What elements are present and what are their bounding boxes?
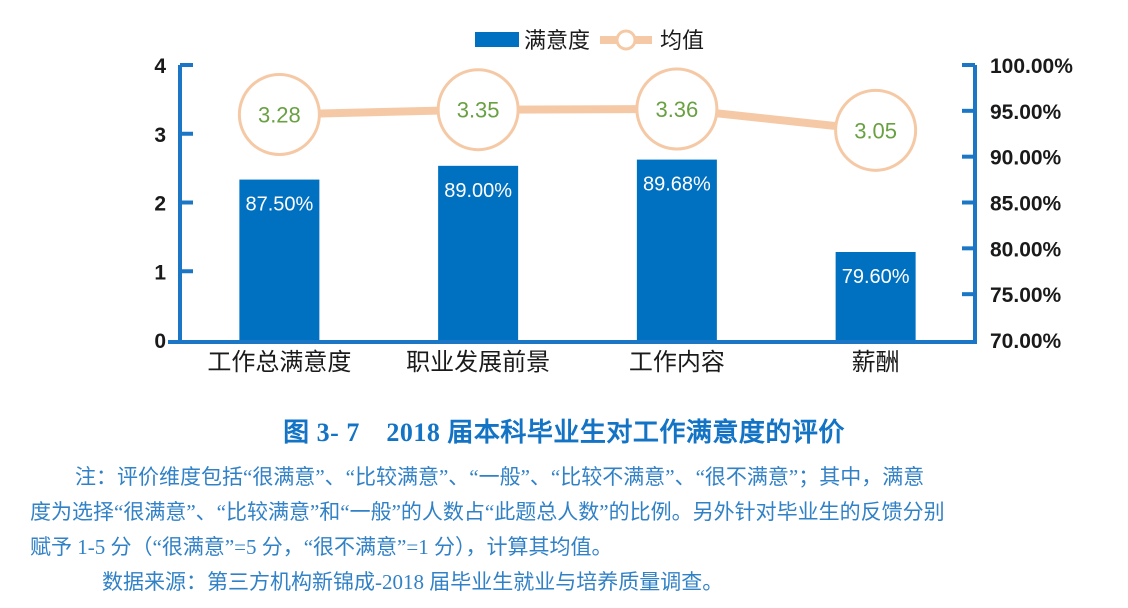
mean-line <box>279 104 877 135</box>
category-label-3: 薪酬 <box>852 349 900 376</box>
note-line-2: 度为选择“很满意”、“比较满意”和“一般”的人数占“此题总人数”的比例。另外针对… <box>30 500 945 524</box>
note-line-1: 注：评价维度包括“很满意”、“比较满意”、“一般”、“比较不满意”、“很不满意”… <box>75 465 925 489</box>
right-axis-tick-label: 100.00% <box>990 55 1073 78</box>
category-label-1: 职业发展前景 <box>406 349 550 376</box>
legend-bar-label: 满意度 <box>524 28 590 53</box>
mean-value-3: 3.05 <box>854 118 897 143</box>
legend-bar-swatch <box>475 32 519 47</box>
figure-notes: 注：评价维度包括“很满意”、“比较满意”、“一般”、“比较不满意”、“很不满意”… <box>30 460 1100 600</box>
bar-label-3: 79.60% <box>842 266 910 288</box>
bar-1 <box>438 165 519 340</box>
left-axis-tick-label: 0 <box>154 330 166 353</box>
bar-2 <box>636 159 717 340</box>
mean-marker-2 <box>635 67 719 151</box>
right-axis-tick-label: 90.00% <box>990 147 1062 170</box>
figure-caption: 图 3- 7 2018 届本科毕业生对工作满意度的评价 <box>283 418 845 447</box>
legend-line-marker-icon <box>615 29 637 51</box>
mean-marker-1 <box>436 68 520 152</box>
left-axis-tick-label: 1 <box>154 261 166 284</box>
bar-label-1: 89.00% <box>444 180 512 202</box>
right-axis-tick-label: 95.00% <box>990 101 1062 124</box>
right-axis-tick-label: 75.00% <box>990 284 1062 307</box>
left-axis-tick-label: 3 <box>154 124 166 147</box>
mean-marker-3 <box>834 88 918 172</box>
mean-value-2: 3.36 <box>655 97 698 122</box>
right-axis-tick-label: 70.00% <box>990 330 1062 353</box>
bar-label-2: 89.68% <box>643 174 711 196</box>
left-axis-tick-label: 4 <box>154 55 166 78</box>
category-label-0: 工作总满意度 <box>207 349 351 376</box>
satisfaction-combo-chart: 0 1 2 3 4 70.00% 75.00% 80.00% 85.00% 90.00% 95.00… <box>154 28 1073 376</box>
right-axis-tick-label: 80.00% <box>990 238 1062 261</box>
bar-0 <box>239 179 320 340</box>
mean-marker-0 <box>237 73 321 156</box>
mean-value-0: 3.28 <box>258 103 301 128</box>
bar-3 <box>835 252 916 340</box>
bar-label-0: 87.50% <box>245 194 313 216</box>
mean-value-1: 3.35 <box>457 98 500 123</box>
data-source-line: 数据来源：第三方机构新锦成-2018 届毕业生就业与培养质量调查。 <box>102 570 724 594</box>
legend-line-label: 均值 <box>660 28 704 53</box>
right-axis-tick-label: 85.00% <box>990 193 1062 216</box>
left-axis-tick-label: 2 <box>154 193 166 216</box>
category-label-2: 工作内容 <box>629 349 725 376</box>
note-line-3: 赋予 1-5 分（“很满意”=5 分，“很不满意”=1 分），计算其均值。 <box>30 535 613 559</box>
